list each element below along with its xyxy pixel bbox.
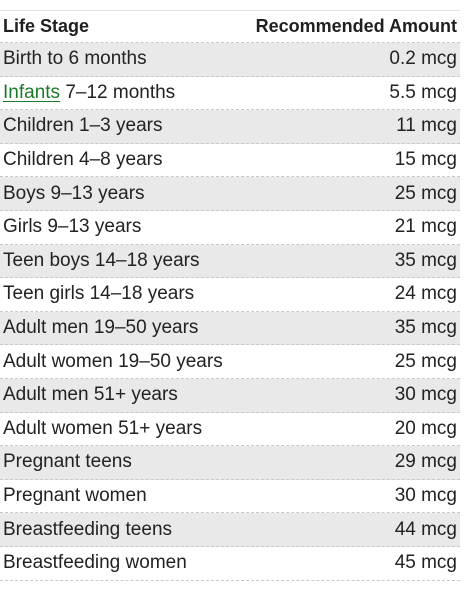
- table-row: Pregnant teens 29 mcg: [0, 446, 460, 480]
- table-row: Children 4–8 years 15 mcg: [0, 144, 460, 178]
- amount-cell: 44 mcg: [394, 518, 457, 540]
- amount-cell: 5.5 mcg: [389, 81, 457, 103]
- table-row: Adult women 51+ years 20 mcg: [0, 413, 460, 447]
- life-stage-cell: Birth to 6 months: [3, 48, 147, 70]
- amount-cell: 11 mcg: [396, 115, 457, 137]
- amount-cell: 0.2 mcg: [389, 48, 457, 70]
- table-row: Birth to 6 months 0.2 mcg: [0, 43, 460, 77]
- life-stage-cell: Infants 7–12 months: [3, 82, 175, 104]
- table-row: Breastfeeding teens 44 mcg: [0, 513, 460, 547]
- life-stage-cell: Teen girls 14–18 years: [3, 283, 195, 305]
- amount-cell: 15 mcg: [394, 149, 457, 171]
- header-recommended-amount: Recommended Amount: [255, 16, 457, 36]
- amount-cell: 30 mcg: [394, 384, 457, 406]
- table-row: Adult men 51+ years 30 mcg: [0, 378, 460, 413]
- life-stage-cell: Children 4–8 years: [3, 149, 163, 171]
- header-life-stage: Life Stage: [3, 16, 90, 36]
- table-row: Teen boys 14–18 years 35 mcg: [0, 244, 460, 279]
- recommended-amount-table: Life Stage Recommended Amount Birth to 6…: [0, 10, 460, 581]
- life-stage-cell: Adult women 19–50 years: [3, 350, 223, 372]
- table-row: Pregnant women 30 mcg: [0, 480, 460, 514]
- amount-cell: 45 mcg: [394, 552, 457, 574]
- life-stage-cell: Children 1–3 years: [3, 115, 163, 137]
- life-stage-cell: Adult men 51+ years: [3, 384, 178, 406]
- amount-cell: 35 mcg: [394, 317, 457, 339]
- life-stage-cell: Breastfeeding teens: [3, 518, 173, 540]
- amount-cell: 30 mcg: [394, 485, 457, 507]
- life-stage-cell: Adult women 51+ years: [3, 417, 203, 439]
- life-stage-cell: Girls 9–13 years: [3, 216, 142, 238]
- life-stage-cell: Pregnant teens: [3, 451, 132, 473]
- amount-cell: 25 mcg: [394, 350, 457, 372]
- table-row: Teen girls 14–18 years 24 mcg: [0, 278, 460, 312]
- life-stage-cell: Pregnant women: [3, 485, 147, 507]
- table-row: Breastfeeding women 45 mcg: [0, 547, 460, 581]
- table-row: Adult men 19–50 years 35 mcg: [0, 311, 460, 346]
- amount-cell: 35 mcg: [394, 249, 457, 271]
- infants-link[interactable]: Infants: [3, 81, 61, 103]
- table-header-row: Life Stage Recommended Amount: [0, 11, 460, 43]
- table-row: Girls 9–13 years 21 mcg: [0, 211, 460, 245]
- life-stage-cell: Teen boys 14–18 years: [3, 249, 200, 271]
- table-row: Infants 7–12 months 5.5 mcg: [0, 77, 460, 111]
- table-row: Boys 9–13 years 25 mcg: [0, 177, 460, 211]
- amount-cell: 25 mcg: [394, 182, 457, 204]
- life-stage-cell: Adult men 19–50 years: [3, 317, 199, 339]
- table-row: Children 1–3 years 11 mcg: [0, 110, 460, 144]
- life-stage-cell: Boys 9–13 years: [3, 182, 145, 204]
- amount-cell: 24 mcg: [394, 283, 457, 305]
- life-stage-cell: Breastfeeding women: [3, 552, 187, 574]
- amount-cell: 21 mcg: [394, 216, 457, 238]
- amount-cell: 29 mcg: [394, 451, 457, 473]
- life-stage-rest: 7–12 months: [65, 81, 176, 103]
- amount-cell: 20 mcg: [394, 417, 457, 439]
- table-row: Adult women 19–50 years 25 mcg: [0, 345, 460, 379]
